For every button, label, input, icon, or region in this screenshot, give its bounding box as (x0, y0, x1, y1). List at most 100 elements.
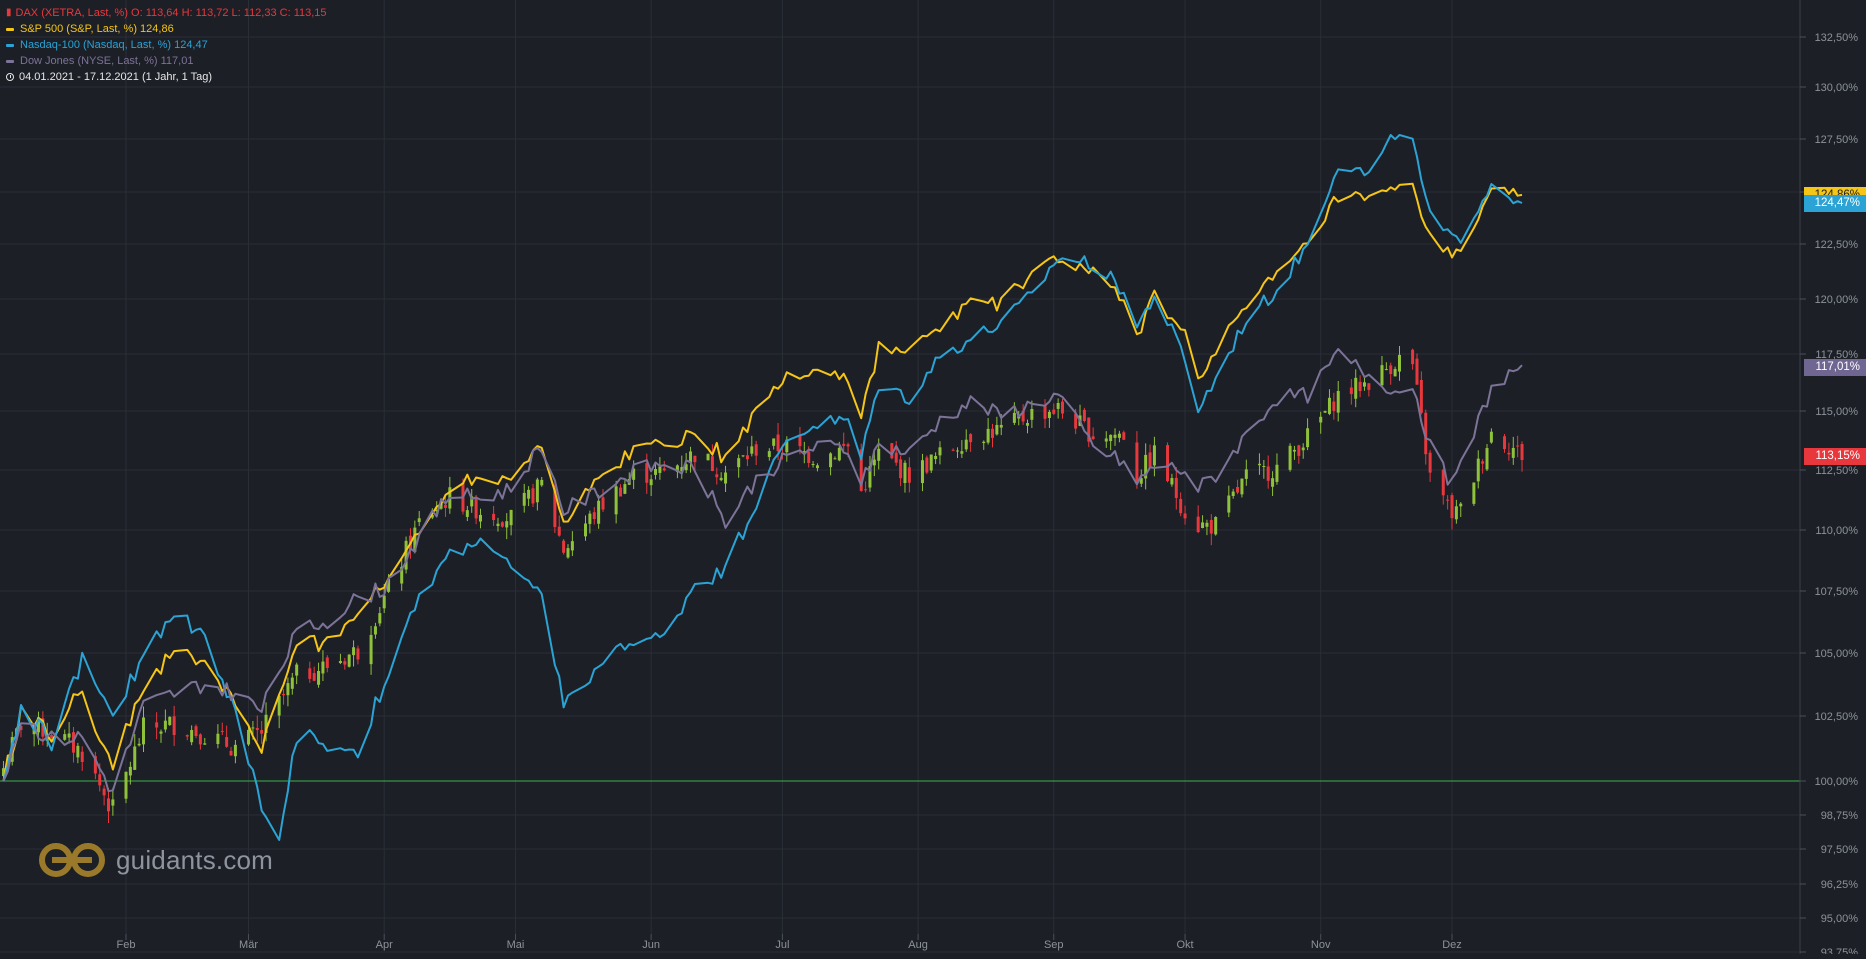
dax-candle-body (439, 503, 443, 509)
dax-candle-body (815, 465, 819, 469)
x-tick-label: Nov (1311, 939, 1331, 951)
dax-candle-body (1201, 522, 1205, 528)
x-tick-label: Mai (507, 939, 525, 951)
y-tick-label: 115,00% (1815, 406, 1858, 418)
dax-candle-body (1227, 495, 1231, 513)
dax-candle-body (443, 504, 447, 508)
dax-candle-body (1323, 410, 1327, 413)
dax-candle-body (662, 468, 666, 471)
series-line-dji (2, 348, 1523, 793)
dax-candle-body (1139, 478, 1143, 484)
legend-date-range[interactable]: 04.01.2021 - 17.12.2021 (1 Jahr, 1 Tag) (6, 69, 327, 85)
dax-candle-body (1144, 454, 1148, 479)
axes: 132,50%130,00%127,50%125,00%122,50%120,0… (117, 0, 1866, 959)
line-swatch-icon (6, 27, 14, 31)
dax-candle-body (387, 579, 391, 592)
dax-candle-body (654, 468, 658, 475)
line-swatch-icon (6, 43, 14, 47)
dax-candle-body (435, 510, 439, 512)
dax-candle-body (338, 660, 342, 664)
dax-candle-body (706, 453, 710, 461)
dax-candle-body (1511, 447, 1515, 458)
legend-item-spx[interactable]: S&P 500 (S&P, Last, %) 124,86 (6, 21, 327, 37)
x-tick-label: Feb (117, 939, 136, 951)
watermark-text: guidants.com (116, 844, 274, 875)
series-lines (2, 134, 1523, 841)
dax-candle-body (347, 654, 351, 667)
dax-candle-body (1393, 368, 1397, 377)
dax-candle-body (522, 492, 526, 506)
dax-candle-body (163, 720, 167, 730)
legend-label-ndx: Nasdaq-100 (Nasdaq, Last, %) 124,47 (20, 39, 208, 51)
dax-candle-body (229, 750, 233, 756)
dax-candle-body (137, 743, 141, 746)
dax-candle-body (63, 734, 67, 740)
dax-candle-body (785, 439, 789, 453)
dax-candle-body (1183, 513, 1187, 519)
dax-candle-body (417, 518, 421, 523)
dax-candle-body (894, 452, 898, 463)
dax-candle-body (842, 443, 846, 446)
dax-candle-body (872, 459, 876, 466)
dax-candle-body (597, 500, 601, 524)
y-tick-label: 95,00% (1821, 913, 1859, 925)
dax-candle-body (168, 716, 172, 725)
dax-candle-body (684, 464, 688, 471)
dax-candle-body (837, 447, 841, 461)
dax-candle-body (474, 496, 478, 519)
dax-candle-body (128, 766, 132, 776)
dax-candle-body (312, 673, 316, 681)
dax-candle-body (890, 443, 894, 459)
dax-candle-body (1516, 445, 1520, 447)
legend-label-dax: DAX (XETRA, Last, %) O: 113,64 H: 113,72… (15, 7, 327, 19)
dax-candle-body (614, 486, 618, 515)
dax-candle-body (1485, 448, 1489, 470)
dax-candle-body (1288, 445, 1292, 470)
dax-candle-body (142, 717, 146, 745)
y-tick-label: 98,75% (1821, 810, 1859, 822)
dax-candle-body (1520, 444, 1524, 460)
y-tick-label: 117,50% (1815, 349, 1858, 361)
dax-candle-body (1472, 482, 1476, 504)
y-tick-label: 107,50% (1815, 586, 1859, 598)
dax-candle-body (1117, 433, 1121, 438)
dax-candle-body (233, 744, 237, 757)
dax-candle-body (19, 726, 23, 730)
dax-candle-body (859, 449, 863, 491)
dax-candle-body (317, 670, 321, 685)
dax-candle-body (98, 774, 102, 786)
dax-candle-body (750, 446, 754, 454)
dax-candle-body (724, 472, 728, 484)
dax-candle-body (1074, 413, 1078, 429)
legend-item-ndx[interactable]: Nasdaq-100 (Nasdaq, Last, %) 124,47 (6, 37, 327, 53)
x-tick-label: Okt (1176, 939, 1193, 951)
dax-candle-body (920, 460, 924, 484)
date-range-label: 04.01.2021 - 17.12.2021 (1 Jahr, 1 Tag) (19, 71, 213, 83)
dax-candle-body (767, 451, 771, 457)
dax-candle-body (1428, 452, 1432, 473)
dax-candle-body (1271, 478, 1275, 487)
dax-candle-body (290, 677, 294, 689)
dax-candle-body (1397, 354, 1401, 372)
dax-candle-body (286, 683, 290, 696)
x-tick-label: Mär (239, 939, 258, 951)
dax-candle-body (1205, 522, 1209, 527)
dax-candle-body (1389, 365, 1393, 375)
dax-candle-body (658, 466, 662, 473)
dax-candle-body (741, 455, 745, 457)
dax-candle-body (645, 463, 649, 483)
dax-candle-body (1358, 381, 1362, 392)
dax-candle-body (1214, 517, 1218, 535)
dax-candle-body (67, 733, 71, 738)
dax-candle-body (903, 462, 907, 484)
legend-item-dji[interactable]: Dow Jones (NYSE, Last, %) 117,01 (6, 53, 327, 69)
price-badge-dax: 113,15% (1804, 448, 1866, 465)
dax-candle-body (846, 444, 850, 447)
dax-candle-body (1332, 401, 1336, 411)
dax-candle-body (601, 497, 605, 510)
dax-candle-body (719, 477, 723, 481)
y-tick-label: 102,50% (1815, 711, 1859, 723)
legend-item-dax[interactable]: ▮ DAX (XETRA, Last, %) O: 113,64 H: 113,… (6, 5, 327, 21)
